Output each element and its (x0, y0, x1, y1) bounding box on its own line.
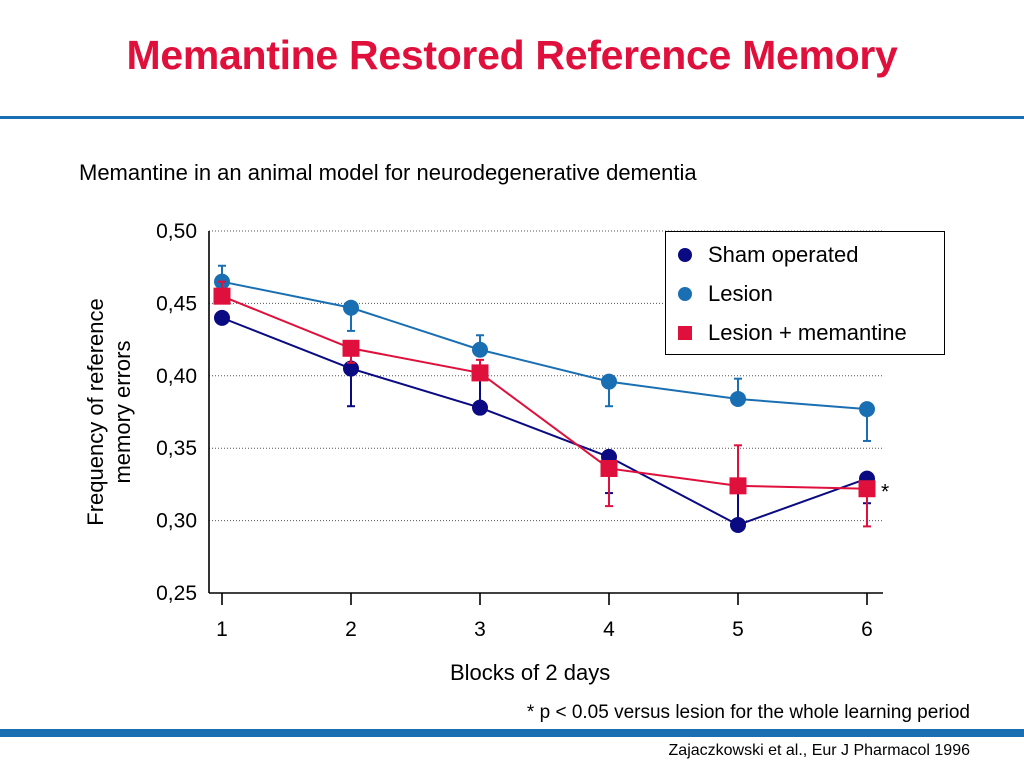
x-tick-label: 3 (474, 618, 486, 641)
citation: Zajaczkowski et al., Eur J Pharmacol 199… (668, 742, 970, 759)
x-tick-label: 4 (603, 618, 615, 641)
y-tick-label: 0,50 (156, 220, 197, 243)
data-point (729, 477, 747, 495)
series-lesion (214, 264, 875, 442)
chart-legend: Sham operated Lesion Lesion + memantine (665, 231, 945, 355)
series-line (221, 316, 868, 527)
y-tick-label: 0,45 (156, 292, 197, 315)
series-lesion-memantine (213, 280, 876, 528)
data-point (600, 459, 618, 477)
legend-item-lesion-memantine: Lesion + memantine (678, 320, 907, 346)
series-layer (213, 264, 876, 533)
y-axis-label: Frequency of reference memory errors (83, 298, 135, 526)
series-line (221, 295, 868, 490)
data-point (730, 390, 746, 407)
slide-title: Memantine Restored Reference Memory (126, 32, 898, 78)
legend-label: Lesion + memantine (708, 320, 907, 345)
x-tick-label: 1 (216, 618, 228, 641)
legend-marker-lesion-memantine (678, 326, 692, 340)
footer-bar (0, 729, 1024, 737)
data-point (471, 364, 489, 382)
data-point (342, 339, 360, 357)
data-point (213, 287, 231, 305)
x-tick-label: 2 (345, 618, 357, 641)
tick-labels: 0,25 0,30 0,35 0,40 0,45 0,50 1 2 3 4 5 6 * (156, 220, 889, 641)
footnote: * p < 0.05 versus lesion for the whole l… (526, 702, 970, 723)
significance-marker: * (881, 481, 889, 504)
x-axis-label: Blocks of 2 days (450, 660, 611, 685)
y-tick-label: 0,35 (156, 437, 197, 460)
legend-label: Sham operated (708, 242, 859, 267)
data-point (343, 360, 359, 377)
legend-item-lesion: Lesion (678, 281, 773, 307)
y-tick-label: 0,30 (156, 510, 197, 533)
data-point (601, 373, 617, 390)
title-divider (0, 116, 1024, 119)
legend-marker-sham (678, 248, 692, 262)
x-tick-label: 5 (732, 618, 744, 641)
data-point (343, 299, 359, 316)
data-point (214, 309, 230, 326)
chart-subtitle: Memantine in an animal model for neurode… (79, 160, 697, 185)
data-point (472, 399, 488, 416)
data-point (472, 341, 488, 358)
axes (208, 231, 883, 605)
data-point (858, 480, 876, 498)
legend-item-sham: Sham operated (678, 242, 858, 268)
legend-label: Lesion (708, 281, 773, 306)
y-tick-label: 0,40 (156, 365, 197, 388)
series-line (221, 280, 868, 411)
data-point (859, 401, 875, 418)
data-point (730, 516, 746, 533)
x-tick-label: 6 (861, 618, 873, 641)
legend-marker-lesion (678, 287, 692, 301)
y-tick-label: 0,25 (156, 582, 197, 605)
